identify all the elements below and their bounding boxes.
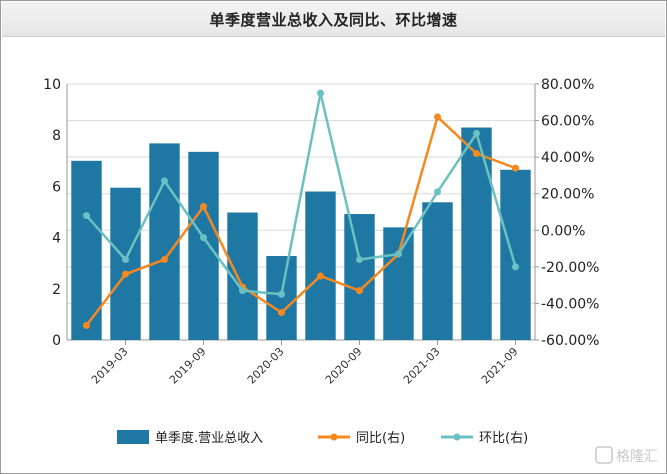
bar: [422, 202, 453, 340]
bar: [266, 256, 297, 340]
bar: [305, 191, 336, 340]
yoy-line: [85, 114, 516, 327]
y-left-tick-label: 10: [43, 77, 61, 93]
bar: [149, 143, 180, 340]
yoy-point: [83, 321, 90, 329]
y-right-tick-label: -40.00%: [541, 296, 599, 312]
qoq-point: [83, 212, 90, 220]
y-left-tick-label: 8: [52, 128, 61, 144]
x-tick-label: 2021-03: [401, 345, 443, 387]
chart-title-bar: 单季度营业总收入及同比、环比增速: [2, 2, 665, 37]
y-right-tick-label: -20.00%: [541, 260, 599, 276]
qoq-point: [161, 177, 168, 185]
qoq-point: [317, 89, 324, 97]
bar: [461, 127, 492, 341]
x-tick-label: 2020-03: [245, 345, 287, 387]
x-tick-label: 2019-09: [167, 345, 209, 387]
legend-swatch-revenue: [117, 430, 149, 444]
legend-label-revenue: 单季度.营业总收入: [155, 430, 263, 446]
y-left-tick-label: 6: [52, 179, 61, 195]
bar: [110, 187, 141, 340]
watermark-logo-icon: [595, 446, 613, 464]
legend-marker-qoq: [453, 433, 461, 441]
x-tick-label: 2020-09: [323, 345, 365, 387]
chart-title: 单季度营业总收入及同比、环比增速: [209, 10, 458, 29]
yoy-point: [200, 203, 207, 211]
bar: [188, 151, 219, 340]
x-tick-label: 2021-09: [479, 345, 521, 387]
y-right-tick-label: 60.00%: [541, 114, 594, 130]
yoy-point: [278, 309, 285, 317]
yoy-point: [512, 164, 519, 172]
x-tick-label: 2019-03: [89, 345, 131, 387]
yoy-point: [434, 113, 441, 121]
qoq-point: [434, 188, 441, 196]
yoy-point: [473, 149, 480, 157]
y-left-tick-label: 2: [52, 282, 61, 298]
legend-marker-yoy: [330, 433, 338, 441]
bar: [383, 227, 414, 340]
qoq-point: [473, 129, 480, 137]
bar: [500, 169, 531, 340]
qoq-point: [200, 234, 207, 242]
yoy-point: [317, 272, 324, 280]
qoq-point: [122, 256, 129, 264]
yoy-point: [356, 287, 363, 295]
qoq-point: [278, 290, 285, 298]
qoq-line: [85, 92, 517, 296]
y-left-tick-label: 4: [52, 231, 61, 247]
yoy-point: [161, 256, 168, 264]
y-right-tick-label: 40.00%: [541, 150, 594, 166]
qoq-point: [356, 256, 363, 264]
qoq-point: [239, 287, 246, 295]
y-right-tick-label: -60.00%: [541, 333, 599, 349]
y-right-tick-label: 0.00%: [541, 223, 585, 239]
legend-label-yoy: 同比(右): [356, 431, 405, 446]
y-left-tick-label: 0: [52, 333, 61, 349]
legend-label-qoq: 环比(右): [479, 431, 528, 446]
bar: [344, 214, 375, 340]
y-right-tick-label: 20.00%: [541, 187, 594, 203]
qoq-point: [395, 250, 402, 258]
yoy-point: [122, 270, 129, 278]
watermark-text: 格隆汇: [616, 449, 658, 465]
qoq-point: [512, 263, 519, 271]
y-right-tick-label: 80.00%: [541, 77, 594, 93]
